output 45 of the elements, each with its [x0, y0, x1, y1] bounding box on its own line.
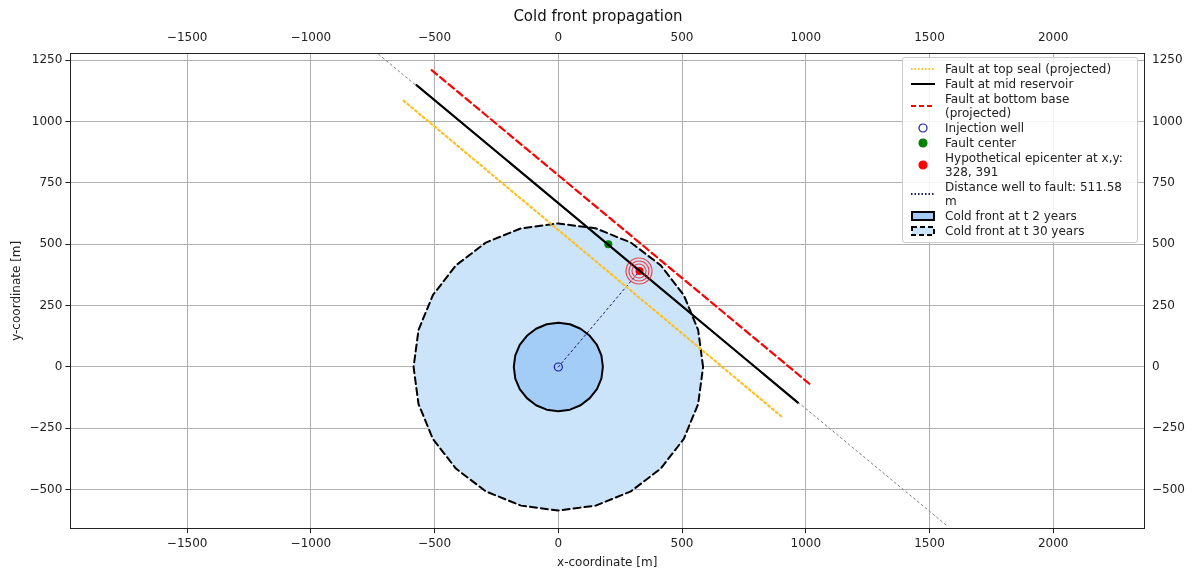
y2-tick-label: 750 [1152, 175, 1175, 190]
legend-label: Hypothetical epicenter at x,y: 328, 391 [945, 151, 1124, 180]
x2-tick-label: 500 [670, 30, 694, 45]
x-tick-label: −1500 [166, 535, 208, 550]
y-tick-label: −250 [29, 420, 63, 435]
y2-tick-label: 1000 [1152, 113, 1183, 128]
y-axis-title: y-coordinate [m] [9, 240, 24, 341]
legend-label: Cold front at t 30 years [945, 224, 1085, 239]
legend-label: Cold front at t 2 years [945, 209, 1077, 224]
y-tick-label: 500 [39, 236, 63, 251]
x-tick-label: 1500 [914, 535, 945, 550]
legend-label: Distance well to fault: 511.58 m [945, 180, 1123, 209]
y-tick-label: 0 [54, 359, 63, 374]
y2-tick-label: 0 [1152, 359, 1160, 374]
x-tick-label: 500 [670, 535, 694, 550]
x-tick-label: −500 [418, 535, 452, 550]
x2-tick-label: −500 [418, 30, 452, 45]
x2-tick-label: 0 [554, 30, 563, 45]
x2-tick-label: 1500 [914, 30, 945, 45]
x-axis-title: x-coordinate [m] [557, 554, 658, 569]
x-tick-label: 0 [554, 535, 563, 550]
y-tick-label: 1250 [31, 52, 63, 67]
y-tick-label: −500 [29, 481, 63, 496]
x2-tick-label: −1000 [290, 30, 332, 45]
y-tick-label: 1000 [31, 113, 63, 128]
y2-tick-label: 500 [1152, 236, 1175, 251]
x2-tick-label: 1000 [790, 30, 822, 45]
y-tick-label: 250 [39, 297, 63, 312]
legend-label: Fault center [945, 136, 1017, 151]
legend-label: Fault at mid reservoir [945, 77, 1074, 92]
point [553, 362, 563, 372]
x-tick-label: −1000 [290, 535, 332, 550]
y2-tick-label: 250 [1152, 297, 1175, 312]
x2-tick-label: 2000 [1037, 30, 1069, 45]
y-tick-label: 750 [39, 175, 63, 190]
y2-tick-label: 1250 [1152, 52, 1183, 67]
chart-title: Cold front propagation [513, 6, 683, 25]
legend-label: Fault at bottom base (projected) [945, 92, 1071, 121]
legend-label: Injection well [945, 121, 1025, 136]
y2-tick-label: −250 [1152, 420, 1186, 435]
legend-label: Fault at top seal (projected) [945, 62, 1112, 77]
x-tick-label: 1000 [790, 535, 822, 550]
x-tick-label: 2000 [1037, 535, 1069, 550]
y2-tick-label: −500 [1152, 481, 1186, 496]
x2-tick-label: −1500 [166, 30, 208, 45]
